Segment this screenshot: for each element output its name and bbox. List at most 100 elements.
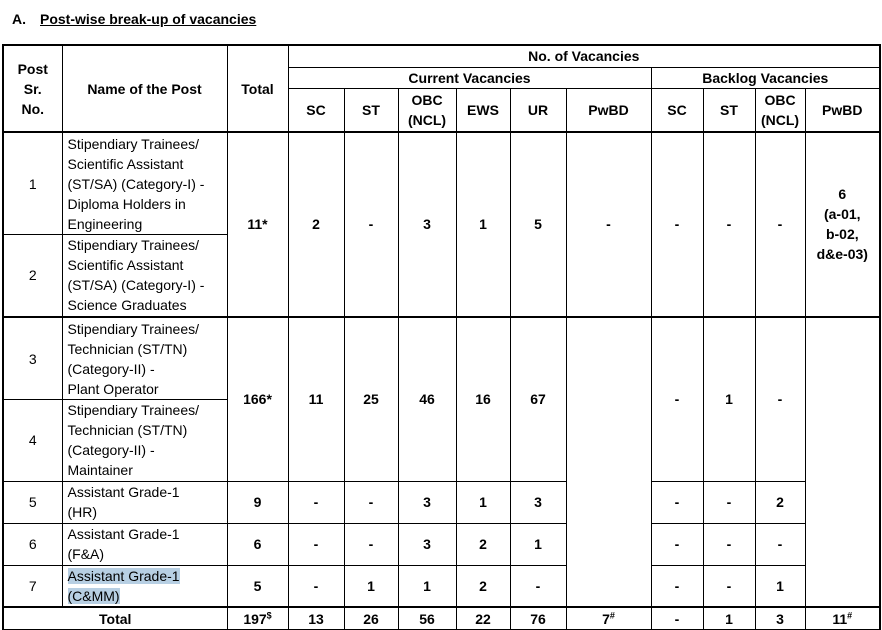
post-name-line: (ST/SA) (Category-I) - (67, 277, 205, 294)
totals-ews: 22 (455, 606, 511, 630)
totals-pwbd-value: 7 (602, 610, 610, 627)
post-name: Assistant Grade-1 (F&A) (61, 522, 228, 566)
backlog-st-value: - (702, 564, 756, 608)
backlog-sc-value: - (650, 315, 704, 482)
post-name-line: (Category-II) - (67, 442, 155, 459)
backlog-obc-value: - (754, 315, 806, 482)
vacancy-table: Post Sr. No. Name of the Post Total No. … (2, 43, 882, 630)
post-name-line: Scientific Assistant (67, 155, 184, 172)
backlog-obc-value: 1 (754, 564, 806, 608)
post-name-line: Science Graduates (67, 297, 187, 314)
sc-value: 11 (287, 315, 345, 482)
post-name: Stipendiary Trainees/ Technician (ST/TN)… (61, 399, 228, 482)
post-name-line: Stipendiary Trainees/ (67, 237, 200, 254)
post-name-line: (ST/SA) (Category-I) - (67, 175, 205, 192)
st-value: - (343, 480, 399, 524)
section-title: Post-wise break-up of vacancies (40, 11, 257, 27)
obc-value: 3 (397, 131, 457, 318)
totals-total-mark: $ (266, 610, 272, 621)
post-name-line: Technician (ST/TN) (67, 340, 188, 357)
post-name-line-highlighted: (C&MM) (67, 588, 120, 605)
section-letter: A. (12, 11, 26, 27)
header-row-3: SC ST OBC (NCL) EWS UR PwBD SC ST OBC (NCL… (3, 87, 882, 133)
totals-backlog-pwbd-mark: # (847, 610, 853, 621)
totals-obc: 56 (397, 606, 457, 630)
post-sr-no: 5 (2, 480, 63, 524)
header-sr-line: Sr. (23, 80, 42, 97)
totals-sc: 13 (287, 606, 345, 630)
table-row: 3 Stipendiary Trainees/ Technician (ST/T… (2, 315, 882, 609)
header-total: Total (226, 43, 289, 133)
totals-pwbd: 7# (565, 606, 652, 630)
backlog-sc-value: - (650, 522, 704, 566)
post-name-line: Scientific Assistant (67, 257, 184, 274)
totals-total-value: 197 (243, 610, 267, 627)
total-value: 166* (226, 315, 289, 482)
post-sr-no: 4 (2, 399, 63, 482)
ur-value: 3 (509, 480, 567, 524)
backlog-pwbd-value: 6 (a-01, b-02, d&e-03) (804, 131, 882, 318)
backlog-pwbd-line: (a-01, (823, 206, 861, 223)
backlog-sc-value: - (650, 131, 704, 318)
total-value: 6 (226, 522, 289, 566)
header-ncl-label: (NCL) (407, 111, 447, 128)
st-value: - (343, 131, 399, 318)
backlog-st-value: 1 (702, 315, 756, 482)
totals-backlog-pwbd-value: 11 (832, 610, 848, 627)
backlog-st-value: - (702, 131, 756, 318)
post-name-line: Stipendiary Trainees/ (67, 402, 200, 419)
header-obc: OBC (NCL) (397, 87, 457, 133)
total-value: 9 (226, 480, 289, 524)
header-sr-line: Post (17, 60, 48, 77)
post-sr-no: 3 (2, 315, 63, 401)
totals-pwbd-mark: # (609, 610, 615, 621)
post-sr-no: 6 (2, 522, 63, 566)
table-row: 1 Stipendiary Trainees/ Scientific Assis… (2, 131, 882, 318)
backlog-sc-value: - (650, 480, 704, 524)
obc-value: 46 (397, 315, 457, 482)
header-ur: UR (509, 87, 567, 133)
ur-value: 5 (509, 131, 567, 318)
post-name-line: Maintainer (67, 462, 133, 479)
totals-row: Total 197$ 13 26 56 22 76 7# - 1 3 11# (2, 606, 882, 630)
st-value: - (343, 522, 399, 566)
pwbd-value: - (565, 131, 652, 318)
post-name-line: (F&A) (67, 546, 105, 563)
post-sr-no: 7 (2, 564, 63, 608)
total-value: 5 (226, 564, 289, 608)
obc-value: 3 (397, 480, 457, 524)
backlog-st-value: - (702, 522, 756, 566)
ews-value: 2 (455, 522, 511, 566)
ur-value: 1 (509, 522, 567, 566)
header-ews: EWS (455, 87, 511, 133)
st-value: 1 (343, 564, 399, 608)
header-obc-label: OBC (411, 91, 443, 108)
totals-st: 26 (343, 606, 399, 630)
backlog-obc-value: 2 (754, 480, 806, 524)
sc-value: 2 (287, 131, 345, 318)
post-sr-no: 1 (2, 131, 63, 235)
backlog-obc-value: - (754, 131, 806, 318)
post-name: Stipendiary Trainees/ Technician (ST/TN)… (61, 315, 228, 401)
total-value: 11* (226, 131, 289, 318)
totals-backlog-obc: 3 (754, 606, 806, 630)
ews-value: 1 (455, 131, 511, 318)
header-sc: SC (287, 87, 345, 133)
header-backlog-vacancies: Backlog Vacancies (650, 66, 882, 89)
table-row: 5 Assistant Grade-1 (HR) 9 - - 3 1 3 - -… (2, 480, 880, 524)
post-name-line: (Category-II) - (67, 360, 155, 377)
totals-label: Total (2, 606, 228, 630)
totals-backlog-sc: - (650, 606, 704, 630)
totals-backlog-st: 1 (702, 606, 756, 630)
backlog-pwbd-line: b-02, (825, 226, 859, 243)
post-name: Stipendiary Trainees/ Scientific Assista… (61, 131, 228, 235)
header-pwbd: PwBD (565, 87, 652, 133)
section-heading: A. Post-wise break-up of vacancies (12, 11, 256, 27)
backlog-sc-value: - (650, 564, 704, 608)
backlog-obc-value: - (754, 522, 806, 566)
header-no-of-vacancies: No. of Vacancies (287, 43, 882, 68)
backlog-pwbd-value (804, 315, 882, 609)
header-st: ST (343, 87, 399, 133)
ur-value: - (509, 564, 567, 608)
header-ncl-label: (NCL) (760, 111, 800, 128)
